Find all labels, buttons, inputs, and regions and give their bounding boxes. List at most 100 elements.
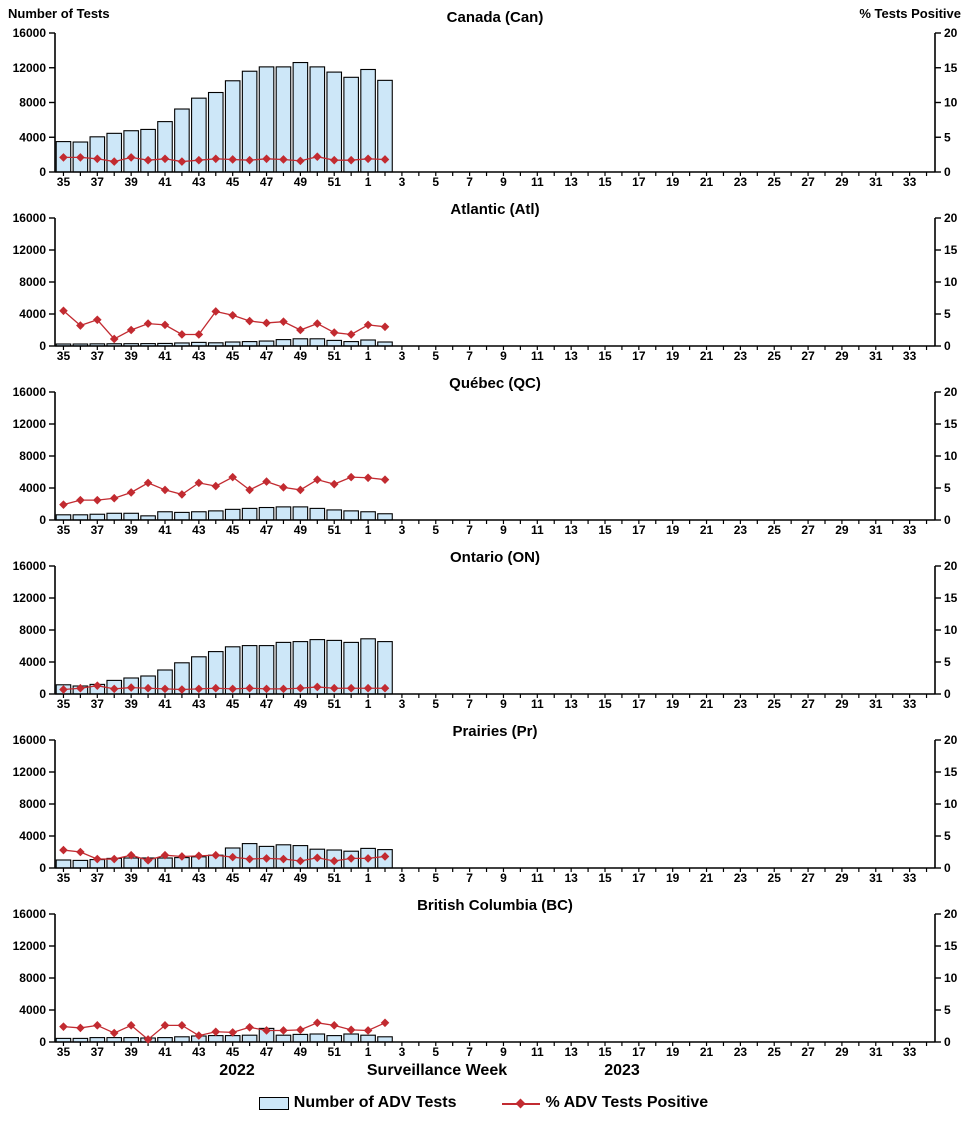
left-tick-label: 12000: [13, 61, 47, 75]
test-count-bar: [157, 121, 173, 173]
percent-positive-marker: [194, 684, 204, 694]
percent-positive-marker: [329, 1021, 339, 1030]
week-tick-label: 23: [734, 1045, 748, 1059]
week-tick-label: 15: [598, 1045, 612, 1059]
test-count-bar: [326, 1035, 343, 1043]
left-tick-label: 0: [39, 687, 46, 701]
percent-positive-marker: [109, 157, 119, 166]
test-count-bar: [258, 506, 275, 521]
percent-positive-marker: [228, 155, 237, 164]
week-tick-label: 51: [328, 523, 342, 537]
test-count-bar: [292, 338, 309, 347]
week-tick-label: 21: [700, 1045, 714, 1059]
week-tick-label: 43: [192, 175, 206, 189]
bars-series: [55, 506, 393, 521]
test-count-bar: [326, 509, 343, 521]
week-tick-label: 21: [700, 175, 714, 189]
week-tick-label: 37: [91, 871, 105, 885]
percent-positive-marker: [211, 481, 221, 491]
percent-positive-marker: [76, 495, 85, 505]
right-tick-label: 10: [944, 96, 958, 110]
right-tick-label: 20: [944, 907, 958, 921]
week-tick-label: 29: [835, 523, 849, 537]
percent-positive-marker: [380, 852, 390, 861]
x-axis-caption-row: 2022 Surveillance Week 2023: [0, 1062, 967, 1086]
week-tick-label: 23: [734, 697, 748, 711]
week-tick-label: 35: [57, 349, 71, 363]
bars-series: [55, 338, 393, 347]
percent-positive-marker: [177, 852, 187, 861]
percent-positive-marker: [279, 684, 288, 694]
test-count-bar: [360, 339, 376, 347]
week-tick-label: 9: [500, 1045, 507, 1059]
week-tick-label: 3: [399, 175, 406, 189]
percent-positive-marker: [380, 322, 390, 332]
percent-positive-marker: [59, 500, 68, 509]
week-tick-label: 15: [598, 697, 612, 711]
percent-positive-marker: [363, 1026, 373, 1035]
week-tick-label: 33: [903, 697, 917, 711]
week-tick-label: 15: [598, 175, 612, 189]
percent-positive-marker: [143, 856, 153, 865]
legend-label-tests: Number of ADV Tests: [293, 1094, 457, 1111]
percent-positive-marker: [93, 315, 102, 325]
percent-positive-marker: [262, 854, 271, 863]
percent-positive-marker: [143, 1035, 153, 1044]
percent-positive-marker: [109, 334, 119, 344]
week-tick-label: 25: [768, 1045, 782, 1059]
week-tick-label: 43: [192, 1045, 206, 1059]
week-tick-label: 51: [328, 697, 342, 711]
percent-positive-marker: [177, 685, 187, 694]
week-tick-label: 15: [598, 523, 612, 537]
week-tick-label: 45: [226, 523, 240, 537]
week-tick-label: 13: [564, 1045, 578, 1059]
percent-positive-marker: [262, 154, 271, 164]
left-tick-label: 4000: [19, 481, 46, 495]
week-tick-label: 27: [801, 175, 815, 189]
percent-positive-marker: [279, 155, 288, 164]
week-tick-label: 33: [903, 349, 917, 363]
week-tick-label: 3: [399, 349, 406, 363]
line-series: [59, 681, 390, 694]
panel-ontario-on: Ontario (ON)0400080001200016000051015203…: [13, 549, 958, 711]
week-tick-label: 51: [328, 871, 342, 885]
right-tick-label: 10: [944, 449, 958, 463]
percent-positive-marker: [126, 683, 136, 692]
week-tick-label: 33: [903, 523, 917, 537]
percent-positive-marker: [194, 1031, 204, 1040]
week-tick-label: 1: [365, 175, 372, 189]
week-tick-label: 25: [768, 871, 782, 885]
week-tick-label: 45: [226, 175, 240, 189]
right-tick-label: 10: [944, 797, 958, 811]
left-tick-label: 12000: [13, 939, 47, 953]
week-tick-label: 35: [57, 175, 71, 189]
test-count-bar: [292, 1033, 309, 1043]
panel-title: Prairies (Pr): [452, 723, 537, 740]
week-tick-label: 37: [91, 523, 105, 537]
right-tick-label: 10: [944, 623, 958, 637]
week-tick-label: 49: [294, 523, 308, 537]
left-tick-label: 12000: [13, 417, 47, 431]
percent-positive-marker: [245, 854, 254, 864]
percent-positive-marker: [363, 473, 373, 483]
week-tick-label: 23: [734, 175, 748, 189]
week-tick-label: 51: [328, 349, 342, 363]
week-tick-label: 17: [632, 349, 646, 363]
percent-positive-marker: [228, 684, 237, 694]
week-tick-label: 23: [734, 523, 748, 537]
week-tick-label: 47: [260, 697, 274, 711]
test-count-bar: [207, 510, 224, 521]
week-tick-label: 31: [869, 349, 883, 363]
right-tick-label: 0: [944, 687, 951, 701]
test-count-bar: [275, 339, 292, 347]
test-count-bar: [191, 511, 207, 521]
week-tick-label: 29: [835, 349, 849, 363]
line-series: [59, 152, 390, 166]
week-tick-label: 19: [666, 175, 680, 189]
percent-positive-marker: [363, 854, 373, 863]
left-tick-label: 4000: [19, 307, 46, 321]
test-count-bar: [123, 512, 139, 521]
test-count-bar: [343, 510, 359, 521]
